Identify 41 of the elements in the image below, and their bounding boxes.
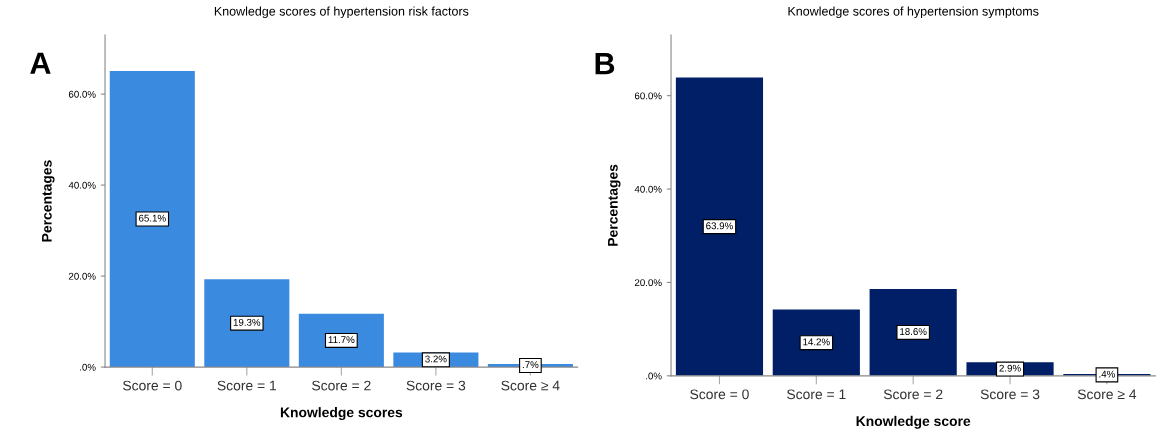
data-label: 11.7% xyxy=(328,336,355,344)
y-tick-label: 60.0% xyxy=(68,90,96,98)
x-tick-label: Score ≥ 4 xyxy=(501,380,560,391)
y-axis-title: Percentages xyxy=(42,160,55,242)
data-label: .7% xyxy=(522,361,539,369)
x-tick-label: Score = 2 xyxy=(883,389,943,400)
x-tick-label: Score = 1 xyxy=(217,380,277,391)
data-label: 18.6% xyxy=(900,328,927,336)
data-label: 63.9% xyxy=(706,222,733,230)
bar xyxy=(204,279,290,368)
y-tick-label: 20.0% xyxy=(634,279,662,287)
chart-title: Knowledge scores of hypertension symptoms xyxy=(788,6,1039,19)
x-axis-title: Knowledge scores xyxy=(280,407,403,421)
y-tick-label: .0% xyxy=(80,363,96,371)
x-axis-title: Knowledge score xyxy=(856,415,971,429)
y-axis-title: Percentages xyxy=(608,164,621,246)
x-tick-label: Score = 3 xyxy=(406,380,466,391)
x-tick-label: Score = 0 xyxy=(123,380,182,391)
text: B xyxy=(595,53,615,75)
x-tick-label: Score = 2 xyxy=(312,380,371,391)
y-tick-label: 20.0% xyxy=(68,272,96,280)
data-label: .4% xyxy=(1099,370,1115,378)
bar xyxy=(109,70,195,368)
data-label: 19.3% xyxy=(233,318,261,326)
x-tick-label: Score = 0 xyxy=(690,389,749,400)
y-tick-label: .0% xyxy=(646,372,662,380)
y-tick-label: 60.0% xyxy=(634,92,662,100)
bar xyxy=(869,288,957,376)
y-tick-label: 40.0% xyxy=(68,181,96,189)
text: A xyxy=(30,52,51,74)
bar xyxy=(675,77,764,376)
x-tick-label: Score = 1 xyxy=(787,389,846,400)
data-label: 2.9% xyxy=(999,364,1021,372)
data-label: 14.2% xyxy=(803,338,830,346)
x-tick-label: Score = 3 xyxy=(980,389,1040,400)
chart-title: Knowledge scores of hypertension risk factors xyxy=(214,6,469,19)
data-label: 3.2% xyxy=(425,355,447,363)
y-tick-label: 40.0% xyxy=(634,185,662,193)
data-label: 65.1% xyxy=(139,214,166,222)
bar xyxy=(772,309,860,376)
x-tick-label: Score ≥ 4 xyxy=(1077,389,1137,400)
